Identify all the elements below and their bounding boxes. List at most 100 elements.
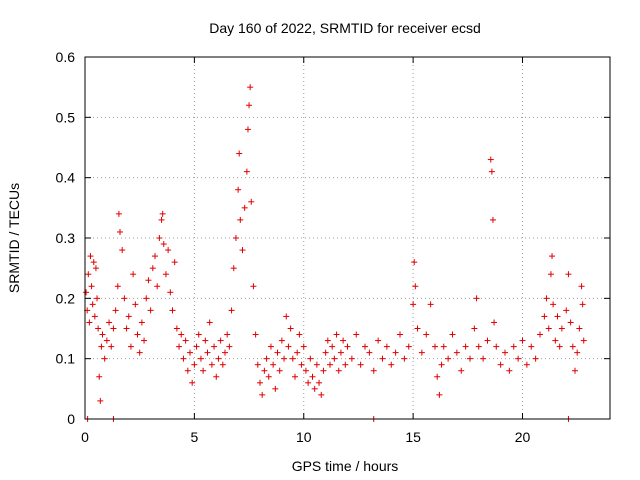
data-point [487,156,494,163]
data-point [248,198,255,205]
data-point [197,355,204,362]
data-point [85,271,92,278]
data-point [106,319,113,326]
data-point [217,337,224,344]
data-point [237,216,244,223]
data-point [569,343,576,350]
data-point [580,337,587,344]
data-point [432,343,438,350]
data-point [132,301,139,308]
data-point [318,391,325,398]
data-point [246,102,253,109]
data-point [423,331,430,338]
data-point [348,355,355,362]
data-point [211,343,218,350]
data-point [322,349,329,356]
data-point [114,283,121,290]
data-point [149,265,156,272]
data-point [296,331,303,338]
data-point [411,259,418,266]
data-point [285,343,292,350]
data-point [121,295,128,302]
data-point [89,301,96,308]
data-point [320,367,327,374]
data-point [335,367,342,374]
data-point [99,331,106,338]
data-point [206,319,213,326]
x-tick-label: 20 [515,429,531,445]
data-point [244,126,251,133]
data-point [90,259,97,266]
y-tick-label: 0.6 [56,49,76,65]
x-axis-label: GPS time / hours [292,458,399,474]
data-point [189,379,196,386]
data-point [88,283,95,290]
data-point [136,349,143,356]
data-point [576,325,583,332]
data-point [98,343,105,350]
data-point [473,295,480,302]
data-point [83,289,90,296]
data-point [510,343,517,350]
x-tick-label: 0 [81,429,89,445]
y-tick-label: 0.2 [56,290,76,306]
data-point [552,337,559,344]
data-point [259,391,266,398]
data-point [101,355,108,362]
data-point [436,391,443,398]
data-point [438,361,445,368]
data-point [125,313,132,320]
data-point [440,343,447,350]
data-point [418,349,425,356]
data-point [340,337,347,344]
data-point [491,319,498,326]
data-point [287,325,294,332]
data-point [379,355,386,362]
data-point [333,331,340,338]
data-point [541,313,548,320]
y-tick-label: 0.5 [56,109,76,125]
data-point [169,307,176,314]
data-point [449,331,456,338]
data-point [156,235,163,241]
data-point [388,361,395,368]
data-point [187,349,193,356]
data-point [300,343,307,350]
data-point [342,361,349,368]
data-point [572,367,578,374]
data-point [344,343,351,350]
data-point [119,247,126,254]
data-point [558,325,565,332]
data-point [226,343,233,350]
data-point [497,361,504,368]
data-point [228,307,235,314]
data-point [165,247,172,254]
data-point [471,325,478,332]
data-point [145,277,152,284]
data-point [91,313,98,320]
data-point [270,361,277,368]
data-point [274,349,281,356]
data-point [147,307,154,314]
data-point [337,349,344,356]
data-point [458,367,465,374]
data-point [493,343,500,350]
data-point [292,373,298,380]
data-point [176,343,183,350]
data-point [208,361,215,368]
data-point [195,331,202,338]
data-point [267,343,274,350]
data-point [160,241,167,248]
data-point [488,168,495,175]
data-point [213,373,220,380]
data-point [528,343,535,350]
data-point [103,337,110,344]
data-point [92,265,99,272]
data-point [302,367,309,374]
data-point [200,367,207,374]
data-point [123,325,130,332]
x-tick-label: 10 [296,429,312,445]
data-point [154,283,161,290]
x-tick-label: 5 [190,429,198,445]
data-point [434,373,441,380]
